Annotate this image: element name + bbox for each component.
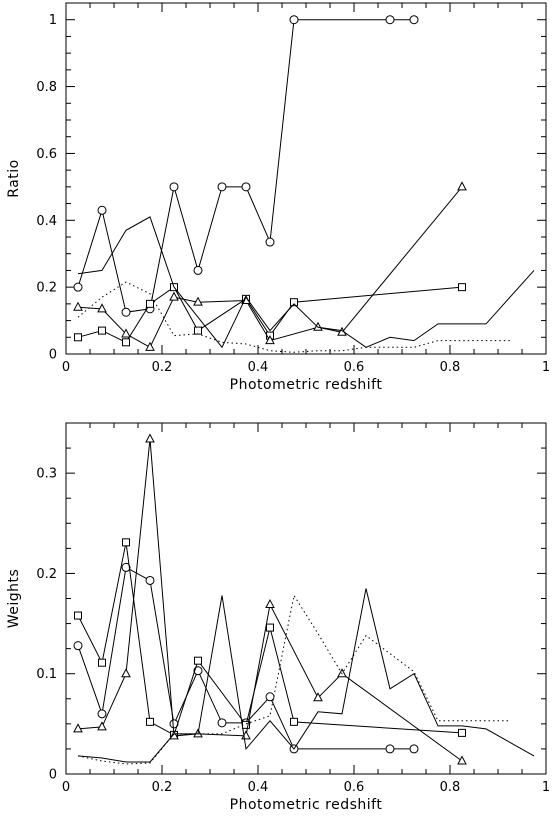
x-tick-label: 0.4 [248,780,269,795]
square-point [458,728,466,737]
square-point [74,611,82,620]
circle-point [409,744,419,754]
x-tick-label: 0.4 [248,360,269,375]
y-tick-label: 0.2 [36,567,57,582]
triangle-point [457,755,467,765]
circle-point [217,182,227,192]
circle-point [385,744,395,754]
triangle-point [73,301,83,311]
y-tick-label: 0.8 [36,80,57,95]
x-axis-label: Photometric redshift [230,377,383,393]
circle-point [409,15,419,25]
triangle-point [457,181,467,191]
series-line-0 [77,19,414,313]
circle-point [169,182,179,192]
y-tick-label: 0 [49,348,57,363]
triangle-point [313,321,323,331]
x-tick-label: 0.2 [152,780,173,795]
square-point [146,299,154,308]
square-point [122,338,130,347]
square-point [194,656,202,665]
circle-point [73,282,83,292]
y-tick-label: 0 [49,768,57,783]
x-tick-label: 0 [62,360,70,375]
circle-point [145,575,155,585]
square-point [194,326,202,335]
x-tick-label: 1 [542,780,550,795]
ratio-panel: 0 0.2 0.4 0.6 0.8 1 0 0.2 0.4 0.6 0.8 1 Photometric … [6,2,550,393]
y-tick-label: 0.3 [36,467,57,482]
x-tick-label: 0.6 [344,360,365,375]
y-tick-label: 0.6 [36,147,57,162]
y-tick-label: 0.4 [36,214,57,229]
square-point [74,333,82,342]
circle-point [73,641,83,651]
weights-panel: 0 0.2 0.4 0.6 0.8 1 0 0.1 0.2 0.3 Photometric reds… [6,422,550,813]
x-tick-label: 0.2 [152,360,173,375]
plot-frame [65,422,547,775]
x-tick-label: 0.8 [440,780,461,795]
circle-point [121,307,131,317]
y-tick-label: 0.2 [36,281,57,296]
series-line-3 [77,588,535,763]
triangle-point [145,433,155,443]
square-point [290,717,298,726]
circle-point [385,15,395,25]
y-tick-label: 1 [49,13,57,28]
square-point [146,717,154,726]
series-line-1 [77,286,463,343]
series-line-1 [77,542,463,736]
square-point [458,283,466,292]
triangle-point [169,730,179,740]
triangle-point [145,341,155,351]
x-tick-label: 0.6 [344,780,365,795]
x-axis-label: Photometric redshift [230,797,383,813]
circle-point [289,15,299,25]
x-tick-label: 0 [62,780,70,795]
circle-point [217,718,227,728]
circle-point [97,709,107,719]
series-line-4 [77,594,510,765]
triangle-point [193,296,203,306]
triangle-point [97,721,107,731]
series-line-3 [77,216,535,349]
series-line-4 [77,281,510,353]
triangle-point [121,668,131,678]
triangle-point [97,303,107,313]
triangle-point [265,598,275,609]
circle-point [121,562,131,572]
square-point [98,326,106,335]
y-axis-label: Ratio [6,159,22,197]
square-point [98,658,106,667]
x-tick-label: 1 [542,360,550,375]
circle-point [265,692,275,702]
circle-point [241,182,251,192]
triangle-point [73,723,83,733]
circle-point [97,205,107,215]
square-point [290,298,298,307]
square-point [122,538,130,547]
square-point [266,623,274,632]
triangle-point [121,328,131,338]
x-tick-label: 0.8 [440,360,461,375]
circle-point [193,265,203,275]
y-tick-label: 0.1 [36,667,57,682]
triangle-point [313,692,323,702]
y-axis-label: Weights [6,569,22,629]
triangle-point [169,291,179,301]
triangle-point [265,335,275,345]
series-line-2 [77,186,463,348]
circle-point [193,666,203,676]
circle-point [265,237,275,247]
series-line-0 [77,566,414,750]
